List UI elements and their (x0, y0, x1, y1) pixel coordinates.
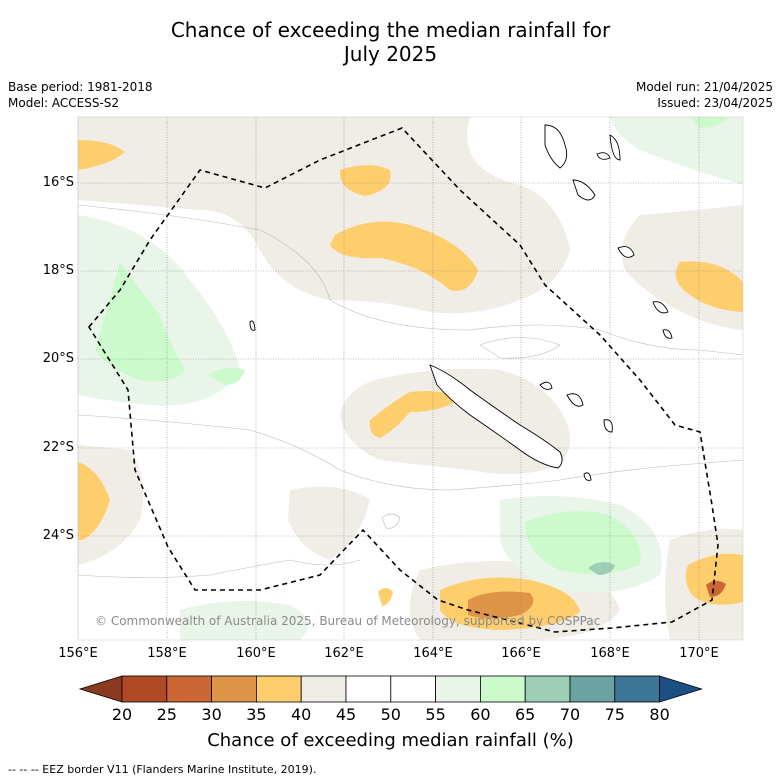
colorbar-swatch (390, 675, 436, 703)
colorbar-extend-low (78, 675, 123, 703)
region-65-70-south (588, 562, 615, 575)
colorbar-swatch (345, 675, 392, 703)
vanuatu-espiritu-santo (544, 124, 568, 169)
region-30-35-south (468, 591, 534, 619)
colorbar-swatch (211, 675, 257, 703)
vanuatu-tanna (652, 301, 669, 314)
colorbar-extend-high (659, 675, 703, 703)
lon-tick-164e: 164°E (413, 646, 453, 661)
region-35-40-southwest (378, 588, 393, 606)
loyalty-island-1 (539, 381, 553, 390)
colorbar-swatch (614, 675, 660, 703)
colorbar-tick-label: 45 (335, 705, 357, 724)
colorbar-title: Chance of exceeding median rainfall (%) (207, 730, 574, 751)
title-line-1: Chance of exceeding the median rainfall … (170, 18, 611, 42)
colorbar-tick-label: 30 (201, 705, 222, 724)
eez-border (88, 127, 719, 633)
region-60-65-west-small (208, 367, 245, 385)
region-35-40-north (339, 165, 391, 196)
colorbar-tick-label: 65 (515, 705, 536, 724)
colorbar-swatch (166, 675, 213, 703)
colorbar-swatch (479, 675, 526, 703)
colorbar-tick-label: 25 (156, 705, 177, 724)
isle-small-2 (583, 472, 592, 481)
meta-right: Model run: 21/04/2025 Issued: 23/04/2025 (636, 79, 773, 111)
region-40-45-south (288, 486, 370, 560)
lon-tick-166e: 166°E (501, 646, 541, 661)
eez-footnote: -- -- -- EEZ border V11 (Flanders Marine… (8, 763, 317, 776)
lon-tick-160e: 160°E (236, 646, 276, 661)
model-run: Model run: 21/04/2025 (635, 80, 773, 94)
lon-tick-158e: 158°E (147, 646, 187, 661)
colorbar-swatch (121, 675, 168, 703)
lon-tick-162e: 162°E (324, 646, 364, 661)
base-period: Base period: 1981-2018 (8, 80, 153, 94)
rainfall-field (78, 117, 743, 640)
lat-tick-22s: 22°S (42, 440, 74, 455)
vanuatu-island-2 (609, 134, 621, 161)
loyalty-island-2 (566, 393, 584, 407)
colorbar-tick-label: 20 (111, 705, 133, 724)
colorbar-tick-label: 70 (559, 705, 581, 724)
issued-date: Issued: 23/04/2025 (657, 96, 773, 110)
lon-tick-168e: 168°E (590, 646, 630, 661)
lat-tick-18s: 18°S (42, 263, 74, 278)
contour-line-5 (381, 513, 401, 529)
colorbar-swatch (255, 675, 302, 703)
colorbar-swatch (569, 675, 616, 703)
lat-tick-16s: 16°S (42, 175, 74, 190)
region-55-60-southwest (180, 601, 308, 640)
lat-tick-24s: 24°S (42, 528, 74, 543)
vanuatu-efate (617, 246, 635, 258)
contour-line-4 (479, 337, 561, 359)
colorbar-tick-label: 75 (604, 705, 625, 724)
vanuatu-island-4 (596, 152, 611, 160)
lat-tick-20s: 20°S (42, 351, 74, 366)
region-25-30-southeast (706, 580, 726, 597)
region-55-60-northeast (610, 117, 743, 185)
region-35-40-northwest (78, 140, 125, 170)
vanuatu-malekula (572, 179, 596, 201)
colorbar-tick-label: 60 (470, 705, 491, 724)
isle-small-1 (249, 320, 256, 331)
contour-line-1 (78, 204, 743, 356)
colorbar (78, 675, 703, 703)
region-35-40-central (369, 391, 458, 438)
region-60-65-northeast (690, 117, 728, 128)
coastlines (249, 124, 673, 481)
model-name: Model: ACCESS-S2 (8, 96, 120, 110)
title-line-2: July 2025 (343, 42, 438, 66)
region-35-40-southeast (685, 553, 743, 605)
new-caledonia-island (429, 364, 563, 469)
loyalty-island-3 (603, 419, 613, 433)
colorbar-tick-label: 80 (649, 705, 670, 724)
region-60-65-south (525, 511, 641, 574)
gridlines (77, 117, 743, 640)
lon-tick-156e: 156°E (58, 646, 98, 661)
region-35-40-west (78, 462, 110, 540)
region-35-40-east (675, 261, 743, 312)
vanuatu-island-7 (662, 329, 673, 339)
colorbar-tick-label: 55 (425, 705, 446, 724)
meta-left: Base period: 1981-2018 Model: ACCESS-S2 (8, 79, 153, 111)
colorbar-swatch (524, 675, 571, 703)
map-title: Chance of exceeding the median rainfall … (0, 18, 781, 66)
colorbar-tick-label: 35 (246, 705, 267, 724)
colorbar-swatch (300, 675, 347, 703)
map-frame (77, 116, 744, 641)
copyright-notice: © Commonwealth of Australia 2025, Bureau… (95, 614, 601, 628)
contour-line-3 (78, 559, 361, 578)
colorbar-swatch (435, 675, 481, 703)
colorbar-tick-label: 40 (291, 705, 312, 724)
colorbar-tick-label: 50 (380, 705, 401, 724)
lon-tick-170e: 170°E (679, 646, 719, 661)
region-40-45-central (340, 368, 570, 474)
region-35-40-central-north (330, 221, 478, 291)
